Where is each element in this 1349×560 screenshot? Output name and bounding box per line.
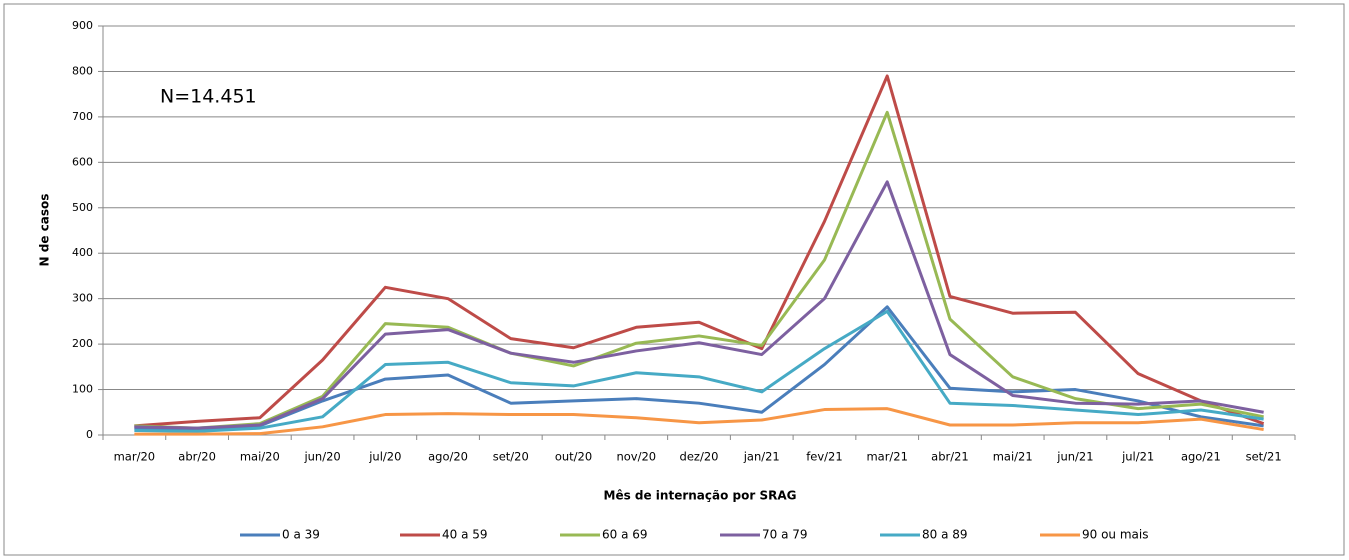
x-tick-label: fev/21 bbox=[806, 450, 842, 464]
series-line bbox=[134, 305, 1264, 432]
x-tick-label: mai/20 bbox=[240, 450, 280, 464]
y-tick-label: 400 bbox=[72, 246, 93, 259]
annotation: N=14.451 bbox=[160, 86, 257, 108]
legend-label: 80 a 89 bbox=[922, 528, 968, 542]
x-tick-label: dez/20 bbox=[680, 450, 719, 464]
y-tick-label: 300 bbox=[72, 292, 93, 305]
x-tick-label: ago/20 bbox=[428, 450, 468, 464]
y-tick-label: 100 bbox=[72, 383, 93, 396]
x-tick-label: jun/21 bbox=[1056, 450, 1093, 464]
series-line bbox=[134, 74, 1265, 428]
x-axis-title: Mês de internação por SRAG bbox=[604, 489, 797, 503]
x-tick-label: set/20 bbox=[493, 450, 529, 464]
x-tick-label: abr/21 bbox=[931, 450, 969, 464]
x-tick-label: jul/20 bbox=[368, 450, 401, 464]
legend-label: 0 a 39 bbox=[282, 528, 320, 542]
legend-label: 90 ou mais bbox=[1082, 528, 1148, 542]
y-axis-title: N de casos bbox=[38, 194, 52, 267]
y-tick-label: 700 bbox=[72, 110, 93, 123]
y-tick-label: 900 bbox=[72, 19, 93, 32]
y-tick-label: 0 bbox=[86, 428, 93, 441]
x-tick-label: jul/21 bbox=[1121, 450, 1154, 464]
x-tick-label: ago/21 bbox=[1181, 450, 1221, 464]
x-tick-label: jun/20 bbox=[303, 450, 340, 464]
x-tick-label: abr/20 bbox=[178, 450, 216, 464]
x-tick-label: set/21 bbox=[1246, 450, 1282, 464]
y-tick-label: 500 bbox=[72, 201, 93, 214]
chart-frame bbox=[3, 3, 1345, 556]
x-tick-label: mai/21 bbox=[993, 450, 1033, 464]
legend-label: 60 a 69 bbox=[602, 528, 648, 542]
series-line bbox=[134, 309, 1264, 433]
y-tick-label: 800 bbox=[72, 64, 93, 77]
series-line bbox=[134, 407, 1264, 436]
y-tick-label: 600 bbox=[72, 155, 93, 168]
x-tick-label: mar/20 bbox=[114, 450, 156, 464]
x-tick-label: jan/21 bbox=[743, 450, 780, 464]
legend-label: 40 a 59 bbox=[442, 528, 488, 542]
x-tick-label: out/20 bbox=[555, 450, 592, 464]
y-tick-label: 200 bbox=[72, 337, 93, 350]
x-tick-label: mar/21 bbox=[866, 450, 908, 464]
legend-label: 70 a 79 bbox=[762, 528, 808, 542]
series-line bbox=[134, 180, 1264, 430]
x-tick-label: nov/20 bbox=[616, 450, 656, 464]
series-line bbox=[134, 110, 1264, 430]
